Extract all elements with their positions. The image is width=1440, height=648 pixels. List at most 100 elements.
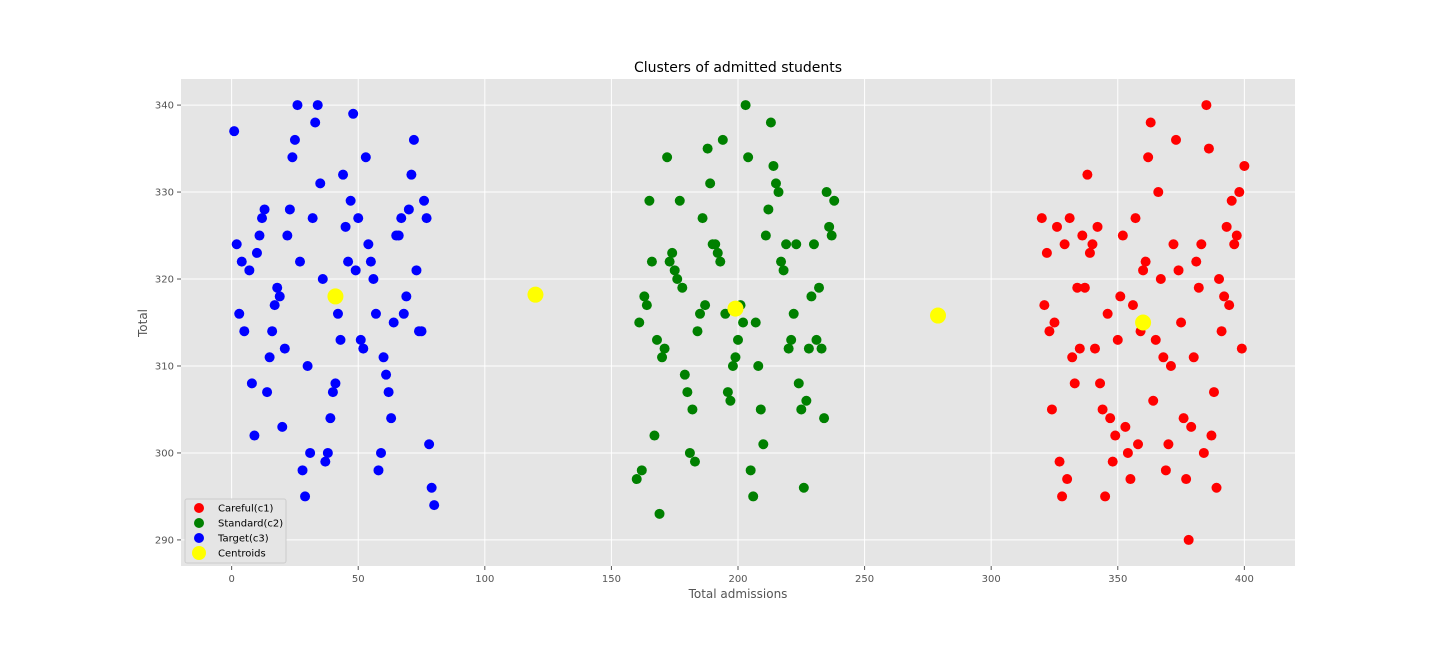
data-point [1120,421,1131,432]
data-point [1224,300,1235,311]
data-point [419,195,430,206]
data-point [689,456,700,467]
data-point [1125,474,1136,485]
legend-marker [194,518,204,528]
data-point [1067,352,1078,363]
legend-box [184,498,287,564]
data-point [1234,187,1245,198]
data-point [251,247,262,258]
data-point [819,413,830,424]
data-point [710,239,721,250]
data-point [254,230,265,241]
data-point [1153,187,1164,198]
data-point [1049,317,1060,328]
y-axis-label: Total [136,309,150,338]
legend-label: Careful(c1) [218,504,274,515]
data-point [1206,430,1217,441]
data-point [803,343,814,354]
data-point [824,221,835,232]
data-point [426,482,437,493]
data-point [1039,300,1050,311]
data-point [727,360,738,371]
data-point [1054,456,1065,467]
data-point [1173,265,1184,276]
data-point [773,187,784,198]
data-point [355,334,366,345]
data-point [1168,239,1179,250]
data-point [725,395,736,406]
x-tick-label: 0 [228,574,234,585]
data-point [651,334,662,345]
data-point [745,465,756,476]
data-point [294,256,305,267]
data-point [378,352,389,363]
data-point [649,430,660,441]
legend-label: Centroids [218,549,266,560]
data-point [234,308,245,319]
data-point [269,300,280,311]
data-point [401,291,412,302]
y-tick-label: 310 [155,361,174,372]
data-point [411,265,422,276]
data-point [262,387,273,398]
data-point [1171,134,1182,145]
data-point [743,152,754,163]
data-point [814,282,825,293]
legend-marker [192,546,206,560]
data-point [386,413,397,424]
data-point [1110,430,1121,441]
data-point [373,465,384,476]
data-point [282,230,293,241]
data-point [634,317,645,328]
data-point [322,447,333,458]
data-point [786,334,797,345]
data-point [1062,474,1073,485]
data-point [365,256,376,267]
data-point [297,465,308,476]
data-point [406,169,417,180]
data-point [674,195,685,206]
data-point [1036,213,1047,224]
data-point [1239,160,1250,171]
data-point [816,343,827,354]
data-point [1046,404,1057,415]
data-point [259,204,270,215]
data-point [267,326,278,337]
data-point [1214,274,1225,285]
centroid-point [527,286,544,303]
data-point [1138,265,1149,276]
data-point [1100,491,1111,502]
legend-marker [194,503,204,513]
data-point [332,308,343,319]
data-point [1133,439,1144,450]
data-point [1041,247,1052,258]
data-point [1115,291,1126,302]
data-point [679,369,690,380]
data-point [1211,482,1222,493]
data-point [1074,343,1085,354]
data-point [345,195,356,206]
data-point [1219,291,1230,302]
data-point [363,239,374,250]
data-point [343,256,354,267]
data-point [760,230,771,241]
y-tick-label: 320 [155,275,174,286]
data-point [768,160,779,171]
data-point [396,213,407,224]
data-point [1236,343,1247,354]
x-tick-label: 250 [855,574,874,585]
data-point [272,282,283,293]
centroid-point [1135,314,1152,331]
x-tick-label: 150 [602,574,621,585]
data-point [244,265,255,276]
data-point [1072,282,1083,293]
data-point [320,456,331,467]
data-point [421,213,432,224]
data-point [705,178,716,189]
x-tick-label: 400 [1235,574,1254,585]
data-point [1117,230,1128,241]
data-point [722,387,733,398]
data-point [1193,282,1204,293]
data-point [687,404,698,415]
data-point [808,239,819,250]
